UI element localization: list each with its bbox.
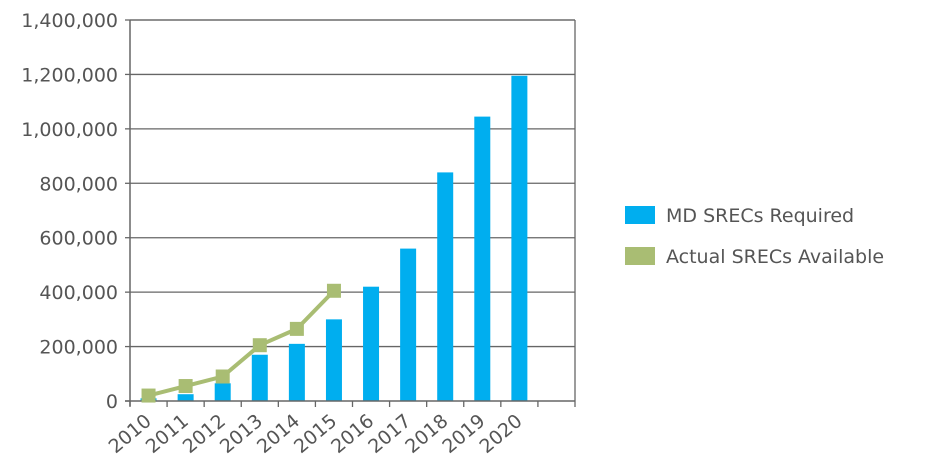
x-tick-label: 2018	[401, 410, 452, 458]
bar-md-srecs-required-2016	[363, 286, 380, 401]
x-tick-label: 2012	[179, 410, 230, 458]
y-tick-labels: 0 200,000 400,000 600,000 800,000 1,000,000 1,…	[21, 10, 118, 413]
axes	[125, 19, 576, 407]
bar-md-srecs-required-2020	[511, 75, 528, 402]
line-path-actual-srecs-available	[148, 289, 336, 398]
bar-md-srecs-required-2011	[177, 394, 194, 401]
x-tick-label: 2014	[253, 410, 304, 458]
x-tick-label: 2011	[142, 410, 193, 458]
bar-md-srecs-required-2014	[288, 343, 305, 401]
point-actual-srecs-available-2013	[252, 338, 267, 353]
x-tick-label: 2016	[327, 410, 378, 458]
y-tick-label: 1,400,000	[21, 10, 118, 32]
gridlines	[130, 19, 575, 348]
legend-label-actual-srecs-available: Actual SRECs Available	[666, 246, 884, 268]
bar-md-srecs-required-2015	[325, 319, 342, 401]
legend: MD SRECs Required Actual SRECs Available	[625, 205, 884, 268]
legend-swatch-actual-srecs-available	[625, 247, 655, 265]
x-tick-label: 2017	[364, 410, 415, 458]
x-tick-label: 2015	[290, 410, 341, 458]
x-tick-label: 2013	[216, 410, 267, 458]
bar-md-srecs-required-2018	[437, 172, 454, 401]
legend-swatch-md-srecs-required	[625, 206, 655, 224]
x-tick-labels: 2010201120122013201420152016201720182019…	[105, 410, 527, 458]
point-actual-srecs-available-2014	[289, 321, 304, 336]
legend-label-md-srecs-required: MD SRECs Required	[666, 205, 854, 227]
y-tick-label: 1,200,000	[21, 64, 118, 86]
bars-md-srecs-required	[140, 75, 528, 402]
x-tick-label: 2010	[105, 410, 156, 458]
point-actual-srecs-available-2015	[326, 283, 341, 298]
x-tick-label: 2020	[475, 410, 526, 458]
bar-md-srecs-required-2019	[474, 116, 491, 401]
y-tick-label: 0	[106, 391, 118, 413]
bar-md-srecs-required-2013	[251, 354, 268, 401]
x-tick-label: 2019	[438, 410, 489, 458]
point-actual-srecs-available-2012	[215, 369, 230, 384]
y-tick-label: 800,000	[39, 173, 118, 195]
bar-md-srecs-required-2012	[214, 383, 231, 401]
y-tick-label: 600,000	[39, 228, 118, 250]
bar-md-srecs-required-2017	[400, 248, 417, 401]
y-tick-label: 200,000	[39, 337, 118, 359]
y-tick-label: 400,000	[39, 282, 118, 304]
point-actual-srecs-available-2011	[178, 379, 193, 394]
y-tick-label: 1,000,000	[21, 119, 118, 141]
point-actual-srecs-available-2010	[141, 388, 156, 403]
line-actual-srecs-available	[141, 283, 341, 403]
